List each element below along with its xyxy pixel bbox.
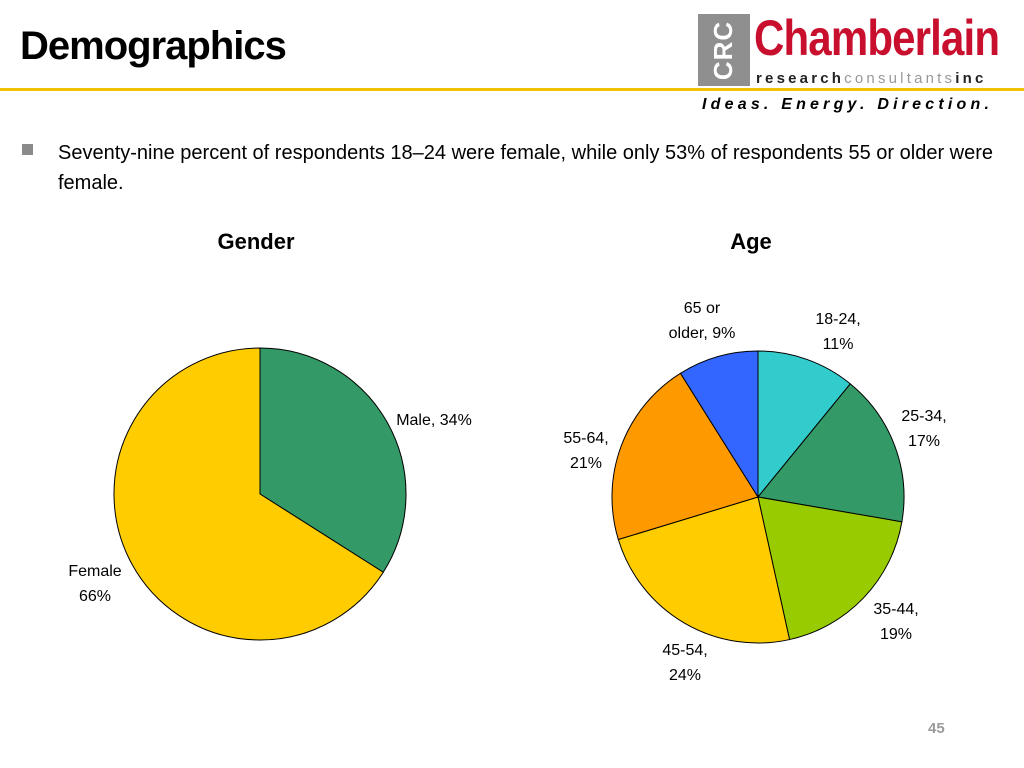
age-label-45-54: 45-54, 24% <box>645 638 725 688</box>
brand-sub-research: research <box>756 70 845 87</box>
age-label-35-44: 35-44, 19% <box>856 597 936 647</box>
age-label-25-34-name: 25-34, <box>901 408 947 425</box>
brand-tagline: Ideas. Energy. Direction. <box>702 96 994 113</box>
age-label-18-24-name: 18-24, <box>815 311 861 328</box>
title-underline <box>0 88 1024 91</box>
gender-label-female: Female 66% <box>55 559 135 609</box>
brand-subtitle: researchconsultantsinc <box>756 70 987 88</box>
company-logo: CRC Chamberlain researchconsultantsinc <box>698 10 1013 92</box>
age-label-65-plus-line2: older, 9% <box>668 325 736 342</box>
age-label-55-64-value: 21% <box>569 455 603 472</box>
brand-sub-consultants: consultants <box>844 70 956 87</box>
age-label-65-plus: 65 or older, 9% <box>652 296 752 346</box>
age-label-55-64: 55-64, 21% <box>546 426 626 476</box>
age-label-45-54-name: 45-54, <box>662 642 708 659</box>
age-slice-45-54 <box>617 496 791 644</box>
age-label-65-plus-line1: 65 or <box>683 300 721 317</box>
age-label-35-44-name: 35-44, <box>873 601 919 618</box>
age-slice-55-64 <box>611 372 759 541</box>
bullet-square-icon <box>22 144 33 155</box>
age-chart-title: Age <box>730 229 772 254</box>
brand-name: Chamberlain <box>754 10 1000 66</box>
crc-logo-mark: CRC <box>698 14 750 86</box>
bullet-text: Seventy-nine percent of respondents 18–2… <box>58 142 994 194</box>
age-label-25-34-value: 17% <box>907 433 941 450</box>
age-label-18-24-value: 11% <box>822 336 854 353</box>
gender-chart-title: Gender <box>217 229 295 254</box>
age-slice-35-44 <box>757 496 903 641</box>
age-label-55-64-name: 55-64, <box>563 430 609 447</box>
age-slice-65-or-older <box>679 350 759 499</box>
brand-sub-inc: inc <box>955 70 987 87</box>
gender-slice-female <box>113 347 384 641</box>
age-label-25-34: 25-34, 17% <box>884 404 964 454</box>
age-label-45-54-value: 24% <box>668 667 702 684</box>
page-title: Demographics <box>20 24 287 68</box>
gender-label-male: Male, 34% <box>396 412 472 429</box>
page-number: 45 <box>928 720 945 737</box>
age-label-18-24: 18-24, 11% <box>798 307 878 357</box>
age-slice-25-34 <box>757 383 905 523</box>
gender-label-female-name: Female <box>68 563 122 580</box>
gender-label-female-value: 66% <box>78 588 112 605</box>
age-label-35-44-value: 19% <box>879 626 913 643</box>
age-slice-18-24 <box>757 350 851 499</box>
gender-slice-male <box>259 347 407 573</box>
